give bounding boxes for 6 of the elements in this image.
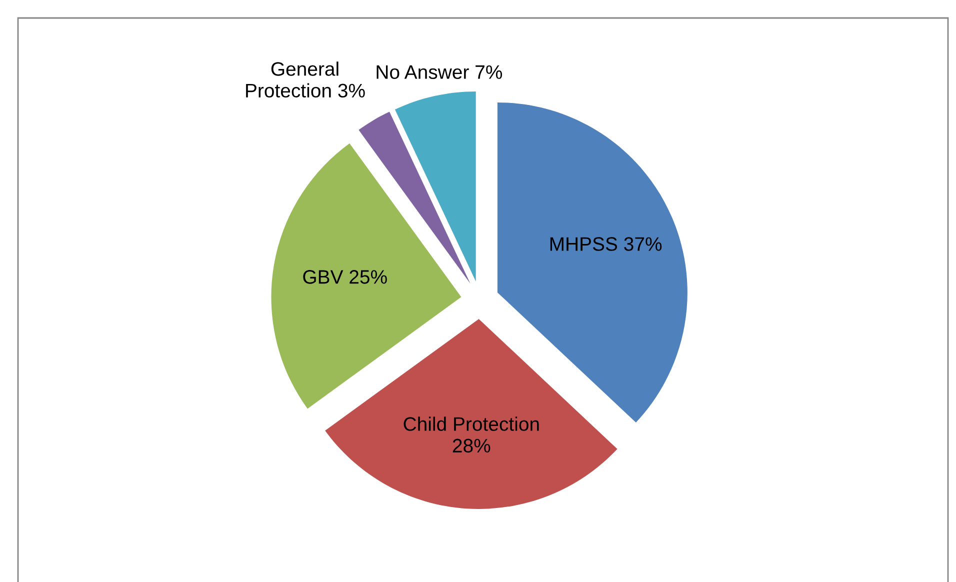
slice-label: General Protection 3% bbox=[246, 62, 365, 98]
slice-label: Child Protection bbox=[404, 416, 539, 431]
slice-label: No Answer 7% bbox=[376, 65, 502, 79]
slice-label: GBV 25% bbox=[303, 270, 387, 284]
data-label: 28% bbox=[452, 438, 490, 453]
slice-label: MHPSS 37% bbox=[550, 237, 662, 251]
